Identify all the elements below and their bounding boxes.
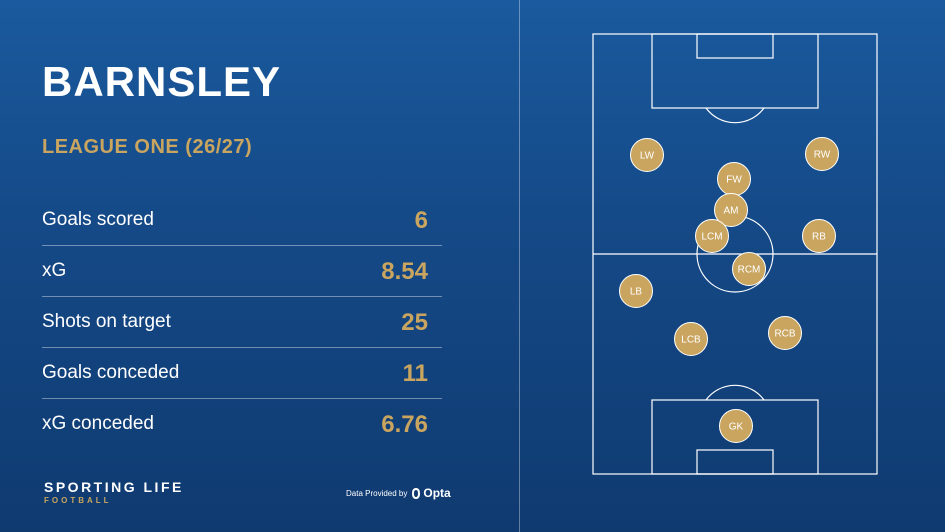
stat-label: Goals conceded xyxy=(42,362,180,383)
opta-icon xyxy=(412,487,421,499)
brand-logo: SPORTING LIFE FOOTBALL xyxy=(44,479,184,505)
player-label: GK xyxy=(729,422,744,433)
stat-label: xG conceded xyxy=(42,413,154,434)
credit-text: Data Provided by xyxy=(346,488,408,498)
player-label: LW xyxy=(640,151,655,162)
bottom-six-yard-box xyxy=(696,449,774,475)
bottom-penalty-arc xyxy=(705,384,765,401)
player-label: RCM xyxy=(738,265,761,276)
top-penalty-box xyxy=(651,33,819,109)
player-marker-lb: LB xyxy=(619,274,653,308)
player-circle xyxy=(719,409,753,443)
stat-row-xg: xG 8.54 xyxy=(42,246,442,297)
player-marker-fw: FW xyxy=(717,162,751,196)
player-label: RCB xyxy=(774,329,795,340)
player-circle xyxy=(768,316,802,350)
player-label: AM xyxy=(724,206,739,217)
stat-value: 8.54 xyxy=(381,258,428,285)
player-circle xyxy=(674,322,708,356)
player-marker-rb: RB xyxy=(802,219,836,253)
stat-value: 11 xyxy=(402,360,428,387)
stat-value: 25 xyxy=(401,309,428,336)
player-label: RB xyxy=(812,232,826,243)
provider-logo: Opta xyxy=(411,486,451,500)
player-label: LCB xyxy=(681,335,701,346)
competition-label: LEAGUE ONE (26/27) xyxy=(42,136,253,158)
pitch-lines xyxy=(592,33,878,475)
panel-divider xyxy=(519,0,520,532)
player-circle xyxy=(714,193,748,227)
brand-name: SPORTING LIFE xyxy=(44,479,184,495)
stat-row-xg-conceded: xG conceded 6.76 xyxy=(42,399,442,449)
players-layer: LW RW FW AM LCM RB RCM LB LCB RCB GK xyxy=(619,137,839,443)
stat-value: 6.76 xyxy=(381,411,428,438)
player-label: FW xyxy=(726,175,742,186)
player-label: LCM xyxy=(701,232,722,243)
brand-subtitle: FOOTBALL xyxy=(44,496,112,505)
player-marker-am: AM xyxy=(714,193,748,227)
player-label: LB xyxy=(630,287,643,298)
player-circle xyxy=(695,219,729,253)
stats-table: Goals scored 6 xG 8.54 Shots on target 2… xyxy=(42,195,442,449)
player-marker-gk: GK xyxy=(719,409,753,443)
player-circle xyxy=(802,219,836,253)
stat-row-goals-scored: Goals scored 6 xyxy=(42,195,442,246)
data-credit: Data Provided by Opta xyxy=(346,486,451,500)
player-label: RW xyxy=(814,150,831,161)
player-circle xyxy=(805,137,839,171)
player-marker-lcm: LCM xyxy=(695,219,729,253)
player-marker-rw: RW xyxy=(805,137,839,171)
team-title: BARNSLEY xyxy=(42,58,282,105)
player-marker-lw: LW xyxy=(630,138,664,172)
stat-label: xG xyxy=(42,260,67,281)
player-marker-rcb: RCB xyxy=(768,316,802,350)
provider-name: Opta xyxy=(423,486,451,500)
top-six-yard-box xyxy=(696,33,774,59)
player-circle xyxy=(619,274,653,308)
stat-label: Shots on target xyxy=(42,311,171,332)
stat-value: 6 xyxy=(414,207,428,234)
stat-row-goals-conceded: Goals conceded 11 xyxy=(42,348,442,399)
player-marker-lcb: LCB xyxy=(674,322,708,356)
player-circle xyxy=(732,252,766,286)
player-marker-rcm: RCM xyxy=(732,252,766,286)
top-penalty-arc xyxy=(705,107,765,124)
stat-row-shots-on-target: Shots on target 25 xyxy=(42,297,442,348)
player-circle xyxy=(630,138,664,172)
stat-label: Goals scored xyxy=(42,209,154,230)
